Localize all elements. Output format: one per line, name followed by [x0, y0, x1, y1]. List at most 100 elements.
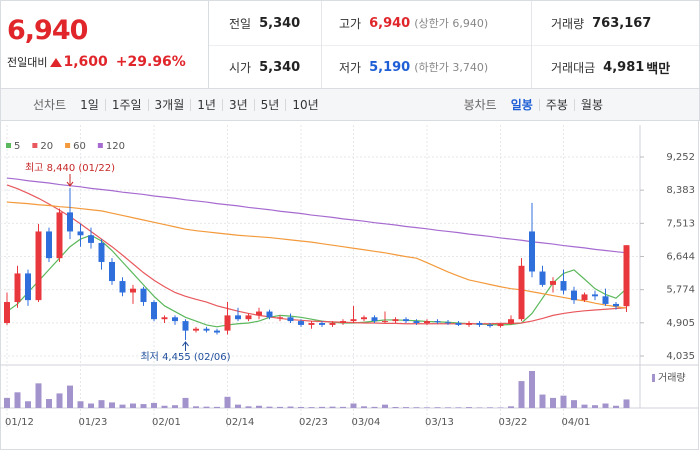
candle-body	[371, 317, 378, 322]
stat-label: 거래량	[551, 16, 585, 31]
change: 전일대비 1,600 +29.96%	[7, 54, 186, 70]
change-label: 전일대비	[7, 56, 48, 69]
y-tick-label: 7,513	[666, 218, 695, 229]
candle-body	[25, 273, 31, 301]
candle-body	[476, 323, 483, 325]
stat: 고가 6,940 (상한가 6,940)	[339, 1, 488, 45]
legend-swatch	[97, 143, 103, 148]
current-price: 6,940	[7, 15, 88, 46]
tab[interactable]: 1주일	[104, 98, 148, 111]
stat: 거래대금 4,981 백만	[551, 45, 670, 89]
x-tick-label: 01/23	[79, 417, 108, 428]
volume-bar	[413, 407, 420, 408]
candle-body	[151, 302, 157, 320]
candle-body	[413, 321, 420, 324]
tab[interactable]: 3개월	[147, 98, 191, 111]
volume-bar	[4, 397, 10, 408]
candle-body	[130, 288, 136, 293]
candle-body	[424, 321, 430, 324]
volume-bar	[182, 397, 189, 408]
x-tick-label: 02/01	[152, 417, 181, 428]
candle-body	[214, 330, 220, 333]
candle-body	[508, 319, 514, 324]
volume-bar	[350, 403, 357, 408]
volume-bar	[224, 396, 231, 408]
tab[interactable]: 5년	[253, 98, 286, 111]
tab[interactable]: 주봉	[538, 98, 574, 111]
candle-body	[539, 271, 546, 285]
stat-value: 763,167	[592, 15, 652, 31]
candle-body	[67, 212, 73, 232]
volume-bar	[487, 407, 493, 408]
candle-body	[161, 317, 168, 320]
candle-body	[466, 323, 472, 325]
ma-line	[6, 184, 627, 325]
tab[interactable]: 1년	[190, 98, 222, 111]
candle-body	[592, 294, 598, 297]
tab[interactable]: 월봉	[573, 98, 609, 111]
tab[interactable]: 일봉	[510, 97, 533, 112]
candle-body	[518, 265, 525, 320]
candle-body	[550, 281, 556, 285]
x-tick-label: 04/01	[562, 417, 591, 428]
volume-bar	[571, 400, 577, 408]
candle-body	[571, 290, 577, 301]
volume-bar	[109, 402, 115, 408]
candle-body	[287, 317, 294, 322]
candle-body	[77, 231, 84, 236]
candle-body	[256, 311, 262, 316]
stat: 전일 5,340	[229, 1, 300, 45]
legend-label: 20	[40, 141, 53, 152]
candle-body	[602, 296, 609, 304]
volume-bar	[256, 405, 262, 408]
legend-swatch	[65, 143, 71, 148]
volume-bar	[214, 406, 220, 408]
tab[interactable]: 10년	[285, 98, 324, 111]
stat-label: 저가	[339, 60, 362, 75]
candle-body	[203, 328, 210, 331]
volume-bar	[88, 403, 94, 408]
volume-bar	[581, 404, 588, 408]
x-tick-label: 01/12	[5, 417, 34, 428]
candle-body	[35, 231, 42, 301]
volume-bar	[550, 397, 556, 408]
stat-label: 고가	[339, 16, 362, 31]
row-divider	[209, 45, 699, 46]
y-tick-label: 4,905	[666, 318, 695, 329]
candle-body	[361, 317, 367, 320]
price-box: 6,940 전일대비 1,600 +29.96%	[1, 1, 209, 89]
tab[interactable]: 3년	[221, 98, 254, 111]
volume-bar	[466, 407, 472, 408]
candle-body	[193, 328, 199, 331]
y-tick-label: 5,774	[666, 285, 695, 296]
volume-bar	[25, 401, 31, 408]
volume-bar	[14, 392, 21, 408]
volume-bar	[151, 402, 157, 408]
up-icon	[50, 57, 63, 67]
volume-bar	[592, 405, 598, 408]
volume-bar	[623, 399, 630, 408]
volume-bar	[403, 407, 409, 408]
candle-body	[56, 212, 63, 259]
tab-group-title: 봉차트	[463, 98, 497, 112]
candle-body	[560, 281, 567, 291]
y-tick-label: 9,252	[666, 152, 695, 163]
candle-body	[329, 323, 336, 325]
legend-label: 120	[106, 141, 125, 152]
stat-label: 전일	[229, 16, 252, 31]
min-arrow	[182, 341, 189, 351]
change-amount: 1,600	[63, 54, 108, 70]
candle-body	[119, 281, 126, 293]
change-rate: +29.96%	[115, 54, 186, 70]
volume-bar	[455, 407, 462, 408]
candle-body	[455, 323, 462, 325]
volume-bar	[98, 400, 105, 408]
candle-body	[277, 317, 283, 319]
col-divider	[531, 1, 532, 89]
volume-bar	[476, 407, 483, 408]
tab[interactable]: 1일	[80, 97, 99, 112]
candle-body	[403, 319, 409, 322]
volume-bar	[518, 381, 525, 408]
volume-bar	[67, 385, 73, 408]
volume-bar	[382, 404, 388, 408]
